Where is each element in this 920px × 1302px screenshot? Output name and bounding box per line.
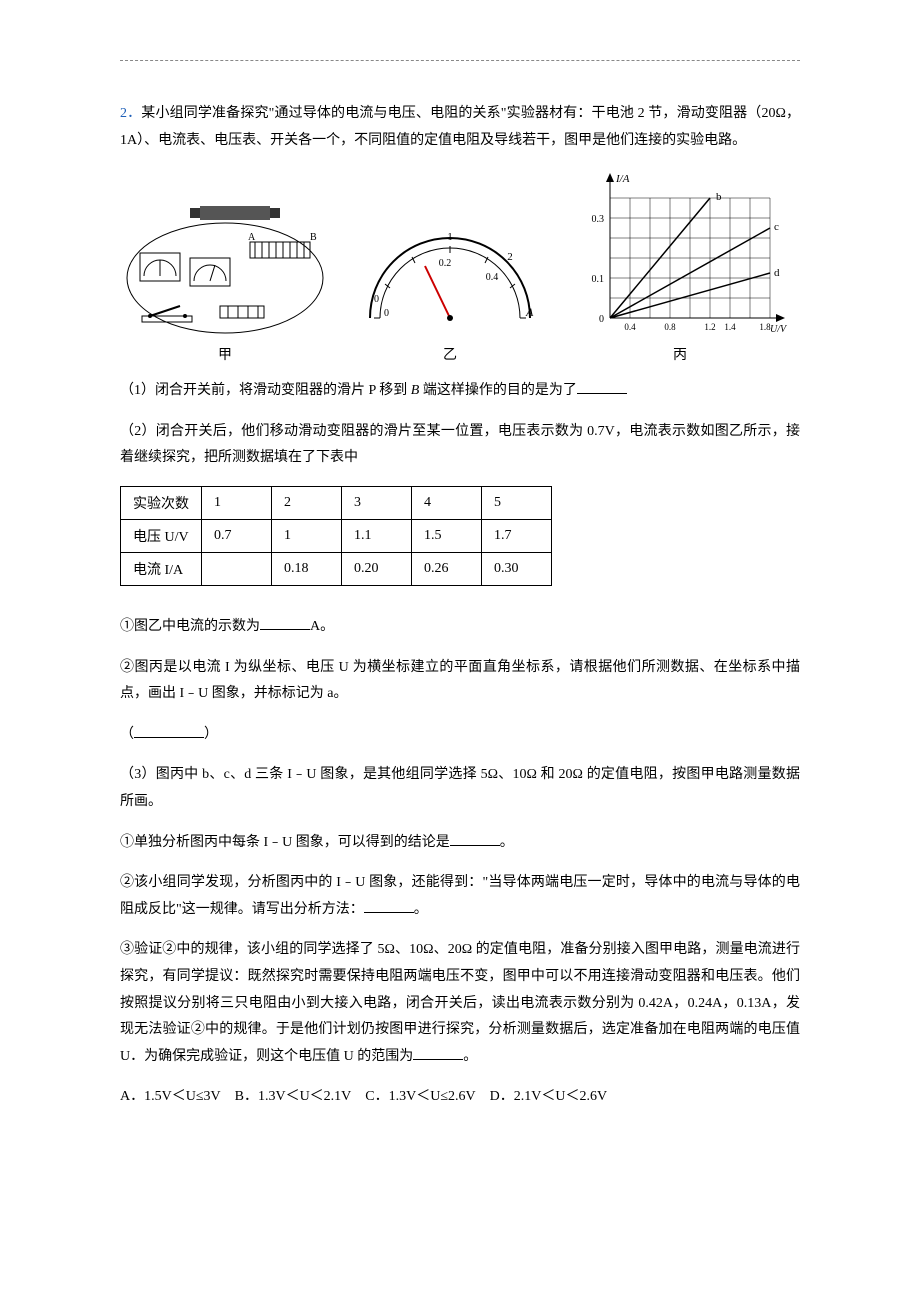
q33-tail: 。	[463, 1049, 477, 1064]
part3-intro: （3）图丙中 b、c、d 三条 I﹣U 图象，是其他组同学选择 5Ω、10Ω 和…	[120, 762, 800, 815]
xtick-3: 1.4	[724, 322, 736, 332]
table-cell: 1	[272, 519, 342, 552]
question-number: 2．	[120, 106, 141, 121]
scale-zero-bot: 0	[384, 308, 389, 319]
ytick-2: 0.3	[592, 214, 605, 225]
q31-text: ①单独分析图丙中每条 I﹣U 图象，可以得到的结论是	[120, 835, 450, 850]
table-cell: 4	[412, 486, 482, 519]
q32-tail: 。	[414, 902, 428, 917]
figure-c: b c d I/A U/V 0 0.1 0.3 0.4 0.8 1.2 1.4 …	[570, 168, 790, 364]
q32: ②该小组同学发现，分析图丙中的 I﹣U 图象，还能得到："当导体两端电压一定时，…	[120, 870, 800, 923]
ammeter-icon	[190, 258, 230, 286]
blank-2[interactable]	[260, 616, 310, 630]
circuit-icon: A B	[120, 198, 330, 338]
series-d: d	[774, 267, 780, 279]
table-cell: 2	[272, 486, 342, 519]
part1-text: （1）闭合开关前，将滑动变阻器的滑片 P 移到	[120, 383, 411, 398]
q21-unit: A。	[310, 619, 334, 634]
terminal-a-label: A	[248, 232, 256, 243]
blank-5[interactable]	[364, 899, 414, 913]
table-cell: 电压 U/V	[121, 519, 202, 552]
ammeter-dial-icon: 1 2 0.2 0.4 0 0 A	[350, 218, 550, 338]
table-cell: 5	[482, 486, 552, 519]
scale-top-1: 1	[447, 231, 453, 243]
table-cell: 0.26	[412, 552, 482, 585]
table-cell: 1.5	[412, 519, 482, 552]
part2: （2）闭合开关后，他们移动滑动变阻器的滑片至某一位置，电压表示数为 0.7V，电…	[120, 419, 800, 472]
q21-text: ①图乙中电流的示数为	[120, 619, 260, 634]
scale-bot-2: 0.4	[486, 272, 499, 283]
table-cell	[202, 552, 272, 585]
header-rule	[120, 60, 800, 61]
blank-4[interactable]	[450, 832, 500, 846]
q22-paren: （）	[120, 722, 800, 749]
table-cell: 0.18	[272, 552, 342, 585]
intro-text: 某小组同学准备探究"通过导体的电流与电压、电阻的关系"实验器材有：干电池 2 节…	[120, 106, 800, 148]
part1: （1）闭合开关前，将滑动变阻器的滑片 P 移到 B 端这样操作的目的是为了	[120, 378, 800, 405]
figure-a-caption: 甲	[218, 344, 232, 364]
scale-zero-top: 0	[374, 294, 379, 305]
figure-b-caption: 乙	[443, 344, 457, 364]
table-cell: 1.1	[342, 519, 412, 552]
q31: ①单独分析图丙中每条 I﹣U 图象，可以得到的结论是 。	[120, 830, 800, 857]
scale-top-2: 2	[507, 251, 513, 263]
terminal-b-label: B	[310, 232, 317, 243]
voltmeter-icon	[140, 253, 180, 281]
table-cell: 0.30	[482, 552, 552, 585]
blank-1[interactable]	[577, 380, 627, 394]
table-cell: 1	[202, 486, 272, 519]
paren-l: （	[120, 727, 134, 742]
y-axis-label: I/A	[615, 173, 630, 185]
ytick-0: 0	[599, 314, 604, 325]
table-cell: 3	[342, 486, 412, 519]
scale-bot-1: 0.2	[439, 258, 452, 269]
iu-chart: b c d I/A U/V 0 0.1 0.3 0.4 0.8 1.2 1.4 …	[570, 168, 790, 338]
q21: ①图乙中电流的示数为 A。	[120, 614, 800, 641]
x-axis-label: U/V	[770, 324, 788, 335]
data-table: 实验次数 1 2 3 4 5 电压 U/V 0.7 1 1.1 1.5 1.7 …	[120, 486, 552, 586]
unit-a: A	[525, 305, 534, 319]
table-cell: 0.20	[342, 552, 412, 585]
figure-a: A B	[120, 198, 330, 364]
ytick-1: 0.1	[592, 274, 605, 285]
q33: ③验证②中的规律，该小组的同学选择了 5Ω、10Ω、20Ω 的定值电阻，准备分别…	[120, 937, 800, 1070]
question-intro: 2．某小组同学准备探究"通过导体的电流与电压、电阻的关系"实验器材有：干电池 2…	[120, 101, 800, 154]
blank-3[interactable]	[134, 724, 204, 738]
table-cell: 0.7	[202, 519, 272, 552]
page: 2．某小组同学准备探究"通过导体的电流与电压、电阻的关系"实验器材有：干电池 2…	[0, 0, 920, 1185]
figures-row: A B	[120, 168, 800, 364]
series-c: c	[774, 221, 779, 233]
switch-icon	[142, 306, 192, 322]
table-cell: 1.7	[482, 519, 552, 552]
choices: A．1.5V＜U≤3V B．1.3V＜U＜2.1V C．1.3V＜U≤2.6V …	[120, 1084, 800, 1111]
xtick-4: 1.8	[759, 322, 771, 332]
figure-b: 1 2 0.2 0.4 0 0 A 乙	[350, 218, 550, 364]
q22: ②图丙是以电流 I 为纵坐标、电压 U 为横坐标建立的平面直角坐标系，请根据他们…	[120, 655, 800, 708]
q31-tail: 。	[500, 835, 514, 850]
paren-r: ）	[204, 727, 218, 742]
table-row: 电压 U/V 0.7 1 1.1 1.5 1.7	[121, 519, 552, 552]
series-b: b	[716, 191, 722, 203]
table-row: 实验次数 1 2 3 4 5	[121, 486, 552, 519]
xtick-0: 0.4	[624, 322, 636, 332]
figure-c-caption: 丙	[673, 344, 687, 364]
q32-text: ②该小组同学发现，分析图丙中的 I﹣U 图象，还能得到："当导体两端电压一定时，…	[120, 875, 800, 917]
table-row: 电流 I/A 0.18 0.20 0.26 0.30	[121, 552, 552, 585]
table-cell: 电流 I/A	[121, 552, 202, 585]
part1-tail: 端这样操作的目的是为了	[419, 383, 577, 398]
blank-6[interactable]	[413, 1046, 463, 1060]
xtick-1: 0.8	[664, 322, 676, 332]
table-cell: 实验次数	[121, 486, 202, 519]
xtick-2: 1.2	[704, 322, 715, 332]
